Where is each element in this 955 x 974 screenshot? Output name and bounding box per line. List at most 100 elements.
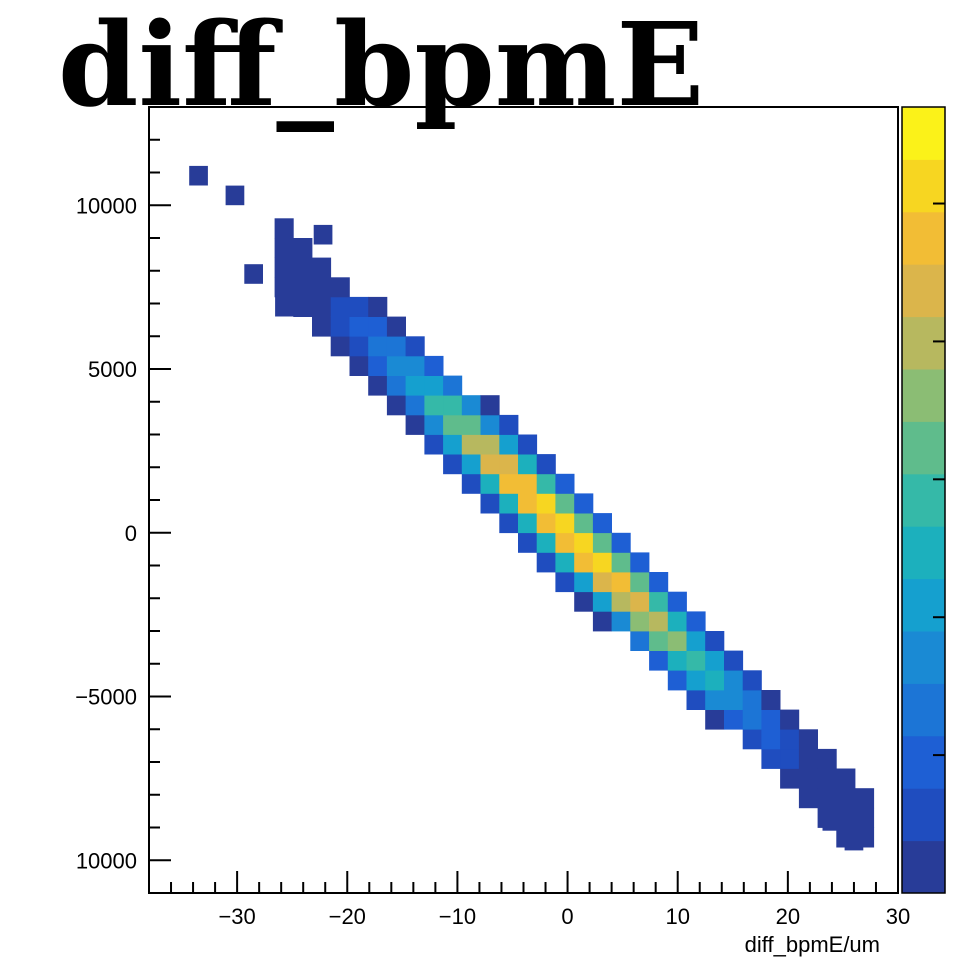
heatmap-cell xyxy=(724,650,744,671)
heatmap-cell xyxy=(293,257,313,278)
heatmap-cell xyxy=(686,690,706,710)
heatmap-cell xyxy=(461,414,481,435)
heatmap-cell xyxy=(349,296,369,317)
heatmap-cell xyxy=(798,788,818,809)
heatmap-cell xyxy=(424,375,444,396)
x-axis: −30 −20 −10 0 10 20 30 xyxy=(170,871,910,929)
heatmap-cell xyxy=(443,375,463,396)
heatmap-cell xyxy=(518,513,538,534)
heatmap-cell xyxy=(274,238,294,258)
heatmap-cell xyxy=(499,414,519,435)
heatmap-cell xyxy=(330,316,350,337)
heatmap-cell xyxy=(855,788,875,809)
x-tick-label: −20 xyxy=(329,904,366,929)
chart-title: diff_bpmE xyxy=(58,0,704,133)
colorbar-segment xyxy=(902,735,945,789)
heatmap-cell xyxy=(836,788,856,809)
heatmap-cell xyxy=(798,748,818,769)
heatmap-cell xyxy=(649,650,669,671)
heatmap-cell xyxy=(742,670,762,691)
heatmap-cell xyxy=(667,650,687,671)
x-tick-label: 30 xyxy=(886,904,910,929)
heatmap-cell xyxy=(518,434,538,455)
y-axis: 10000 −5000 0 5000 10000 xyxy=(75,138,171,873)
heatmap-cell xyxy=(611,611,631,632)
y-tick-label: 10000 xyxy=(76,193,137,218)
heatmap-cell xyxy=(275,296,294,317)
heatmap-cell xyxy=(555,493,575,514)
heatmap-cell xyxy=(443,434,463,455)
heatmap-cell xyxy=(499,513,519,534)
heatmap-cell xyxy=(424,434,444,455)
heatmap-cell xyxy=(742,729,762,750)
heatmap-cell xyxy=(667,611,687,632)
heatmap-cell xyxy=(761,690,781,710)
heatmap-cell xyxy=(649,591,669,612)
heatmap-cell xyxy=(555,473,575,494)
heatmap-cell xyxy=(480,434,500,455)
colorbar-segment xyxy=(902,578,945,632)
heatmap-cell xyxy=(705,690,725,710)
heatmap-cell xyxy=(822,811,842,831)
heatmap-cell xyxy=(630,552,650,573)
heatmap-cell xyxy=(349,336,369,357)
heatmap-cell xyxy=(817,788,837,809)
heatmap-cell xyxy=(686,650,706,671)
heatmap-cell xyxy=(630,631,650,651)
heatmap-cell xyxy=(499,454,519,475)
heatmap-cell xyxy=(518,473,538,494)
heatmap-cell xyxy=(686,631,706,651)
heatmap-cell xyxy=(293,238,313,258)
heatmap-cell xyxy=(798,729,818,750)
heatmap-cell xyxy=(649,631,669,651)
heatmap-cell xyxy=(592,513,612,534)
heatmap-cell xyxy=(293,296,313,317)
heatmap-cell xyxy=(836,768,856,789)
heatmap-cell xyxy=(274,277,294,298)
colorbar-segment xyxy=(902,264,945,318)
heatmap-cell xyxy=(405,355,425,376)
heatmap-cell xyxy=(274,218,294,239)
heatmap-cell xyxy=(667,670,687,691)
colorbar-segment xyxy=(902,473,945,527)
heatmap-cell xyxy=(499,434,519,455)
heatmap-cell xyxy=(536,513,556,534)
x-tick-label: 0 xyxy=(561,904,573,929)
heatmap-cell xyxy=(443,395,463,416)
heatmap-cell xyxy=(313,224,333,245)
colorbar xyxy=(901,106,946,894)
heatmap-cell xyxy=(405,336,425,357)
heatmap-cell xyxy=(574,591,594,612)
heatmap-cell xyxy=(724,690,744,710)
heatmap-cell xyxy=(705,650,725,671)
heatmap-cell xyxy=(480,493,500,514)
heatmap-cell xyxy=(312,316,332,337)
heatmap-cell xyxy=(518,454,538,475)
heatmap-cell xyxy=(592,611,612,632)
heatmap-cell xyxy=(574,493,594,514)
heatmap-cell xyxy=(386,355,406,376)
heatmap-cell xyxy=(555,572,575,593)
heatmap-cell xyxy=(780,748,800,769)
heatmap-cell xyxy=(405,414,425,435)
heatmap-cell xyxy=(480,395,500,416)
heatmap-cell xyxy=(499,473,519,494)
heatmap-cell xyxy=(330,336,350,357)
heatmap-cell xyxy=(312,277,332,298)
heatmap-cell xyxy=(592,532,612,553)
heatmap-cell xyxy=(536,493,556,514)
heatmap-cell xyxy=(555,513,575,534)
heatmap-cell xyxy=(855,807,875,828)
heatmap-cell xyxy=(424,414,444,435)
heatmap-cell xyxy=(225,185,245,206)
heatmap-cell xyxy=(844,830,864,851)
heatmap-cell xyxy=(780,709,800,730)
colorbar-frame xyxy=(901,106,946,894)
heatmap-cell xyxy=(368,316,388,337)
heatmap-cell xyxy=(386,336,406,357)
heatmap-cell xyxy=(761,729,781,750)
heatmap-cell xyxy=(480,414,500,435)
heatmap-cell xyxy=(667,631,687,651)
x-tick-label: −30 xyxy=(218,904,255,929)
